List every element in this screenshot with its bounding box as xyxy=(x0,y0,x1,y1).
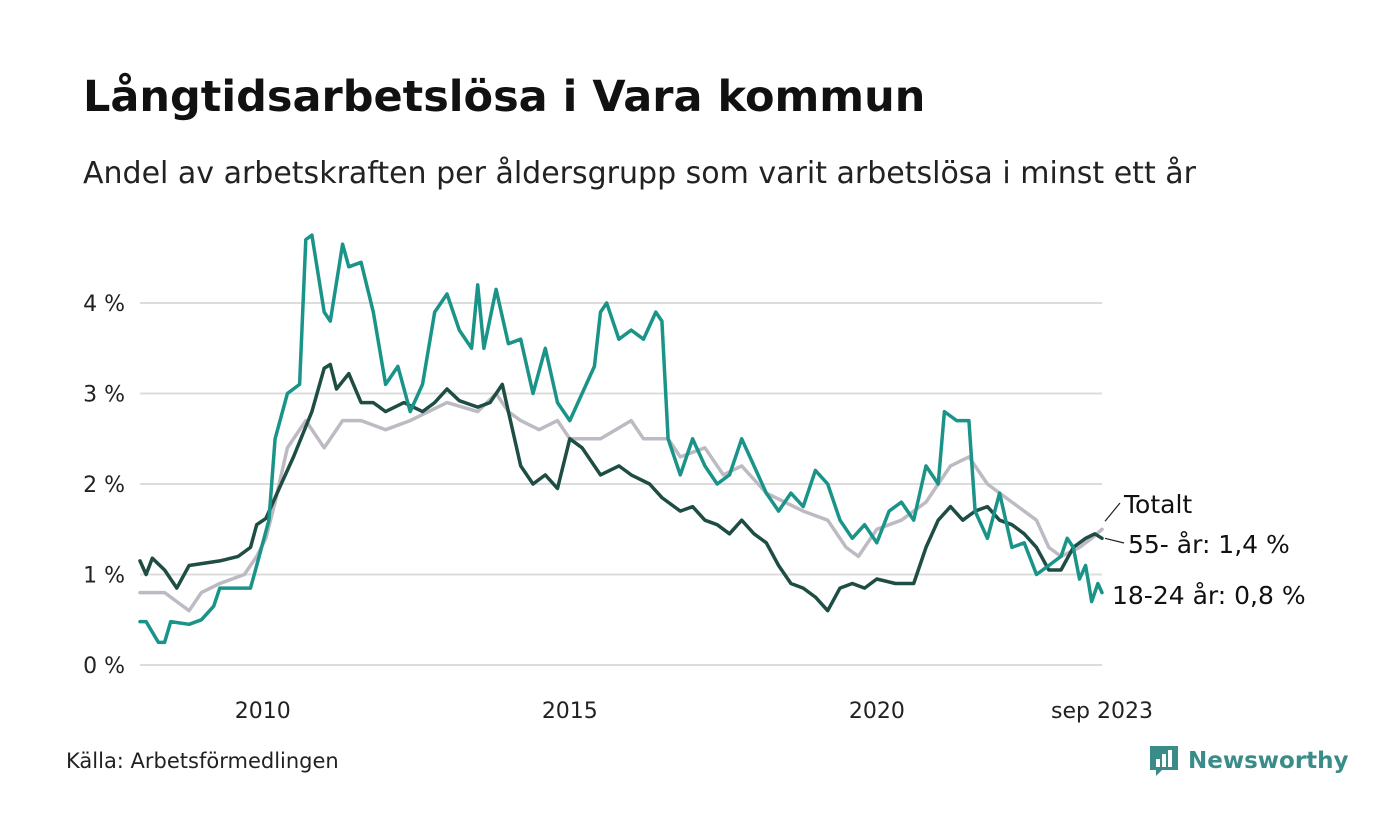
y-tick-label: 2 % xyxy=(83,473,125,498)
y-axis: 0 % 1 % 2 % 3 % 4 % xyxy=(83,292,125,679)
x-tick-label: 2015 xyxy=(542,699,598,724)
series-labels: Totalt 55- år: 1,4 % 18-24 år: 0,8 % xyxy=(1104,490,1306,610)
y-tick-label: 0 % xyxy=(83,654,125,679)
y-tick-label: 3 % xyxy=(83,383,125,408)
series-end-label: Totalt xyxy=(1123,490,1192,519)
series-line-55-r xyxy=(138,362,1104,613)
series-lines xyxy=(138,233,1104,645)
series-line-totalt xyxy=(138,391,1104,613)
newsworthy-logo-text: Newsworthy xyxy=(1188,748,1349,774)
y-tick-label: 1 % xyxy=(83,564,125,589)
label-leader-line xyxy=(1104,537,1125,544)
x-axis: 2010 2015 2020 sep 2023 xyxy=(235,699,1153,724)
chart-subtitle: Andel av arbetskraften per åldersgrupp s… xyxy=(83,156,1196,191)
grid xyxy=(140,302,1102,666)
series-end-label: 18-24 år: 0,8 % xyxy=(1112,581,1306,610)
label-leader-line xyxy=(1104,502,1121,522)
x-tick-label: 2010 xyxy=(235,699,291,724)
newsworthy-logo: Newsworthy xyxy=(1148,744,1349,778)
y-tick-label: 4 % xyxy=(83,292,125,317)
source-note: Källa: Arbetsförmedlingen xyxy=(66,749,339,773)
series-line-18-24-r xyxy=(138,233,1104,645)
newsworthy-logo-icon xyxy=(1150,746,1178,776)
series-end-label: 55- år: 1,4 % xyxy=(1128,530,1290,559)
x-tick-label: 2020 xyxy=(849,699,905,724)
x-tick-label: sep 2023 xyxy=(1051,699,1153,724)
chart-title: Långtidsarbetslösa i Vara kommun xyxy=(83,72,926,122)
